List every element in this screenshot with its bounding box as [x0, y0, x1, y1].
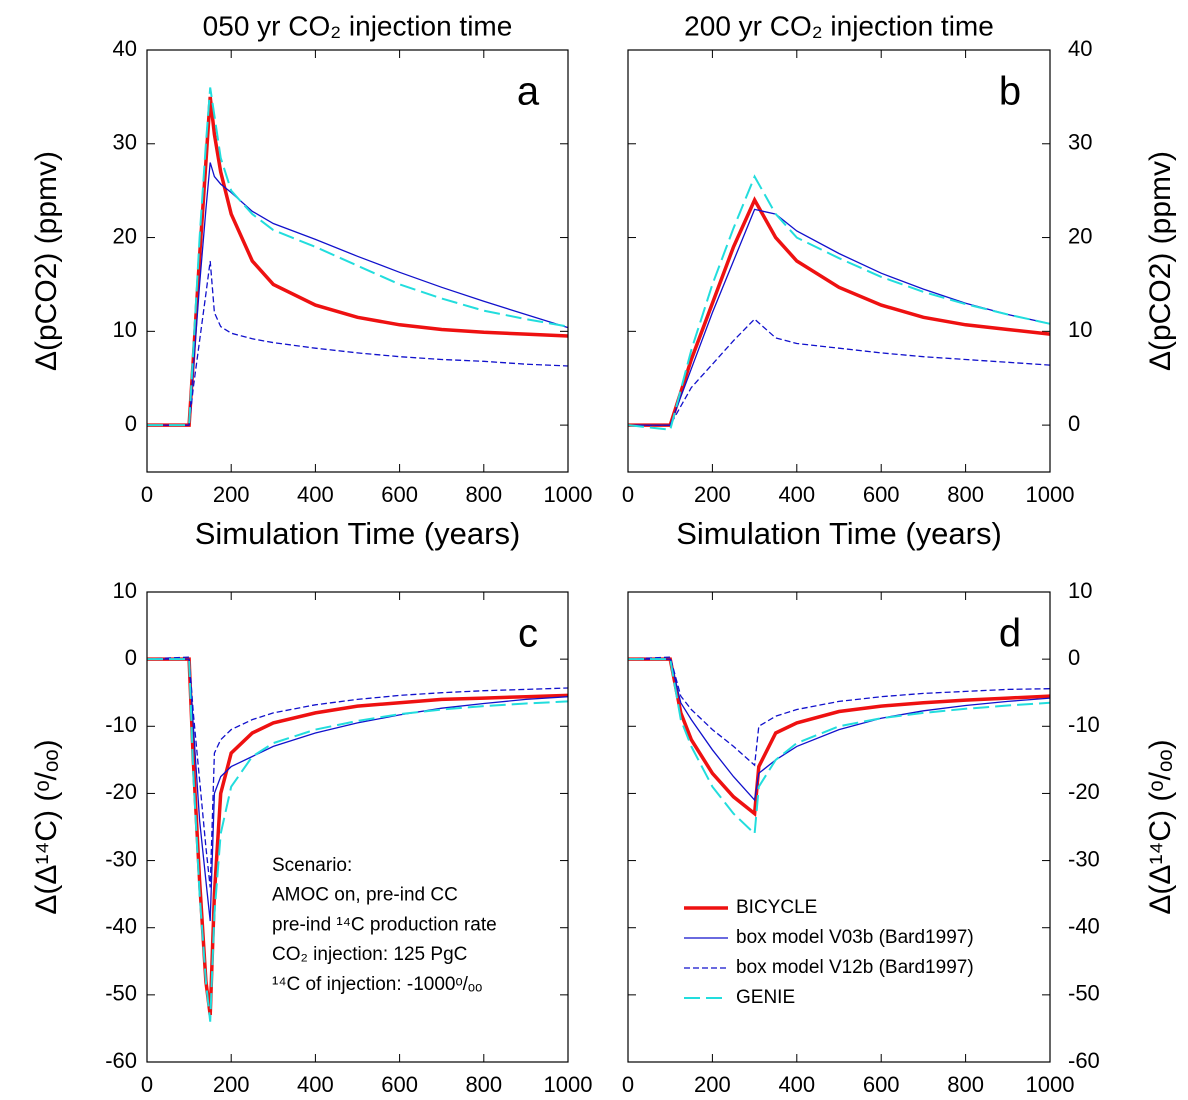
y-tick-label: 10 — [113, 317, 137, 342]
x-axis-label: Simulation Time (years) — [195, 516, 521, 551]
x-tick-label: 800 — [947, 482, 984, 507]
x-tick-label: 800 — [465, 482, 502, 507]
y-tick-label: -30 — [105, 846, 137, 871]
y-tick-label: 10 — [113, 578, 137, 603]
series-line — [627, 656, 1051, 767]
y-tick-label: -20 — [1068, 779, 1100, 804]
x-tick-label: 1000 — [544, 1072, 593, 1097]
series-line — [628, 657, 1051, 817]
plot-frame — [627, 591, 1051, 1063]
x-tick-label: 0 — [622, 482, 634, 507]
y-tick-label: -30 — [1068, 846, 1100, 871]
x-tick-label: 200 — [694, 482, 731, 507]
y-tick-label: 40 — [113, 36, 137, 61]
x-tick-label: 0 — [141, 482, 153, 507]
y-tick-label: 20 — [113, 223, 137, 248]
x-tick-label: 800 — [947, 1072, 984, 1097]
annotation: AMOC on, pre-ind CC — [272, 885, 458, 906]
x-tick-label: 200 — [213, 1072, 250, 1097]
series-line — [628, 658, 1051, 836]
y-axis-label: Δ(pCO2) (ppmv) — [1144, 151, 1177, 371]
annotation: CO₂ injection: 125 PgC — [272, 944, 467, 965]
series-line — [628, 208, 1051, 426]
y-axis-label: Δ(Δ¹⁴C) (ᵒ/ₒₒ) — [1144, 739, 1177, 914]
panel-label: b — [999, 70, 1021, 114]
series-line — [147, 162, 569, 426]
plot-frame — [146, 591, 569, 1063]
y-tick-label: -40 — [1068, 914, 1100, 939]
y-tick-label: -40 — [105, 914, 137, 939]
series-line — [147, 87, 569, 427]
annotation: Scenario: — [272, 855, 352, 876]
series-line — [627, 174, 1051, 431]
x-tick-label: 600 — [863, 1072, 900, 1097]
y-tick-label: -20 — [105, 779, 137, 804]
x-tick-label: 1000 — [1026, 1072, 1075, 1097]
series-line — [147, 260, 569, 426]
legend-label: GENIE — [736, 987, 795, 1008]
y-tick-label: -50 — [105, 981, 137, 1006]
panel-label: c — [518, 612, 538, 656]
series-line — [146, 656, 569, 888]
x-tick-label: 1000 — [544, 482, 593, 507]
y-tick-label: 30 — [1068, 130, 1092, 155]
series-line — [628, 196, 1051, 427]
panel-label: a — [517, 70, 540, 114]
x-tick-label: 400 — [297, 1072, 334, 1097]
y-tick-label: 30 — [113, 130, 137, 155]
x-axis-label: Simulation Time (years) — [676, 516, 1002, 551]
y-tick-label: -60 — [1068, 1048, 1100, 1073]
y-tick-label: -10 — [105, 712, 137, 737]
y-axis-label: Δ(pCO2) (ppmv) — [30, 151, 63, 371]
y-tick-label: -60 — [105, 1048, 137, 1073]
y-tick-label: -50 — [1068, 981, 1100, 1006]
y-tick-label: 0 — [125, 411, 137, 436]
y-tick-label: 40 — [1068, 36, 1092, 61]
x-tick-label: 0 — [141, 1072, 153, 1097]
y-tick-label: 20 — [1068, 223, 1092, 248]
series-line — [147, 658, 569, 1022]
panel-title: 200 yr CO₂ injection time — [684, 10, 994, 41]
series-line — [147, 96, 569, 427]
x-tick-label: 200 — [694, 1072, 731, 1097]
legend-label: box model V03b (Bard1997) — [736, 927, 974, 948]
x-tick-label: 400 — [778, 482, 815, 507]
x-tick-label: 0 — [622, 1072, 634, 1097]
annotation: pre-ind ¹⁴C production rate — [272, 914, 497, 935]
y-axis-label: Δ(Δ¹⁴C) (ᵒ/ₒₒ) — [30, 739, 63, 914]
x-tick-label: 600 — [863, 482, 900, 507]
series-line — [147, 658, 569, 922]
y-tick-label: 0 — [1068, 645, 1080, 670]
annotation: ¹⁴C of injection: -1000ᵒ/ₒₒ — [272, 974, 482, 995]
y-tick-label: 10 — [1068, 578, 1092, 603]
panel-title: 050 yr CO₂ injection time — [203, 10, 513, 41]
y-tick-label: -10 — [1068, 712, 1100, 737]
y-tick-label: 0 — [125, 645, 137, 670]
panel-label: d — [999, 612, 1021, 656]
series-line — [628, 318, 1051, 426]
x-tick-label: 600 — [381, 1072, 418, 1097]
x-tick-label: 800 — [465, 1072, 502, 1097]
legend-label: BICYCLE — [736, 897, 817, 918]
plot-frame — [627, 49, 1051, 473]
x-tick-label: 200 — [213, 482, 250, 507]
legend-label: box model V12b (Bard1997) — [736, 957, 974, 978]
x-tick-label: 1000 — [1026, 482, 1075, 507]
series-line — [628, 658, 1051, 802]
y-tick-label: 10 — [1068, 317, 1092, 342]
y-tick-label: 0 — [1068, 411, 1080, 436]
plot-frame — [146, 49, 569, 473]
x-tick-label: 400 — [778, 1072, 815, 1097]
x-tick-label: 400 — [297, 482, 334, 507]
x-tick-label: 600 — [381, 482, 418, 507]
